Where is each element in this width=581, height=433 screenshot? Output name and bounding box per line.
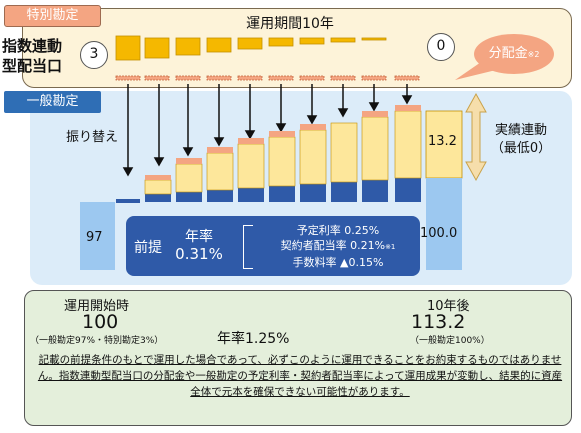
performance-linked-label: 実績連動 （最低0） [490, 123, 552, 156]
final-linked-bar [425, 110, 463, 179]
premise-line: 契約者配当率 0.21%※1 [280, 239, 396, 252]
special-bar-7 [299, 37, 325, 45]
premise-line: 手数料率 ▲0.15% [292, 256, 384, 269]
brace [243, 225, 253, 269]
special-bar-5 [237, 37, 263, 50]
disclaimer: 記載の前提条件のもとで運用した場合であって、必ずこのように運用できることをお約束… [37, 354, 563, 398]
final-general-value: 100.0 [420, 226, 458, 241]
special-account-tab: 特別勘定 [4, 5, 101, 27]
end-title: 10年後 [427, 299, 470, 314]
general-start-value: 97 [86, 230, 103, 245]
general-account-bars [116, 105, 422, 203]
general-start-bar [80, 202, 115, 270]
dividend-stubs [115, 75, 420, 81]
transfer-label: 振り替え [66, 130, 119, 145]
premise-rate-value: 0.31% [175, 245, 223, 263]
general-account-tab: 一般勘定 [4, 91, 101, 113]
end-note: （一般勘定100%） [410, 336, 490, 346]
period-title: 運用期間10年 [246, 16, 334, 32]
final-general-bar [426, 178, 462, 270]
start-note: （一般勘定97%・特別勘定3%） [30, 336, 164, 346]
dividend-label: 分配金 [488, 46, 528, 61]
start-value: 100 [82, 311, 119, 333]
premise-line-note: ※1 [385, 243, 396, 251]
callout-tail [455, 60, 496, 80]
special-bar-2 [144, 37, 170, 59]
index-linked-label: 指数連動 型配当口 [2, 37, 63, 75]
summary-panel [24, 290, 572, 426]
special-bar-8 [330, 37, 356, 43]
special-bar-4 [206, 37, 232, 53]
transfer-arrows [122, 84, 413, 177]
performance-arrow [465, 92, 487, 182]
special-bar-6 [268, 37, 294, 47]
special-bar-1 [115, 35, 141, 61]
annual-rate: 年率1.25% [217, 331, 290, 347]
final-linked-value: 13.2 [428, 134, 457, 149]
premise-rate-title: 年率 [185, 229, 213, 245]
special-bar-3 [175, 37, 201, 56]
premise-rate-lines: 予定利率 0.25% 契約者配当率 0.21%※1 手数料率 ▲0.15% [258, 223, 418, 270]
special-bar-9 [361, 37, 387, 41]
special-end-value: 0 [427, 33, 455, 61]
premise-label: 前提 [134, 240, 162, 256]
premise-box: 前提 年率 0.31% 予定利率 0.25% 契約者配当率 0.21%※1 手数… [126, 216, 420, 276]
special-start-value: 3 [80, 41, 108, 69]
premise-rate: 年率 0.31% [173, 229, 225, 263]
start-title: 運用開始時 [64, 299, 130, 314]
dividend-note: ※2 [527, 50, 540, 59]
special-account-bars [115, 35, 387, 61]
premise-line: 予定利率 0.25% [296, 224, 380, 237]
end-value: 113.2 [411, 311, 466, 333]
